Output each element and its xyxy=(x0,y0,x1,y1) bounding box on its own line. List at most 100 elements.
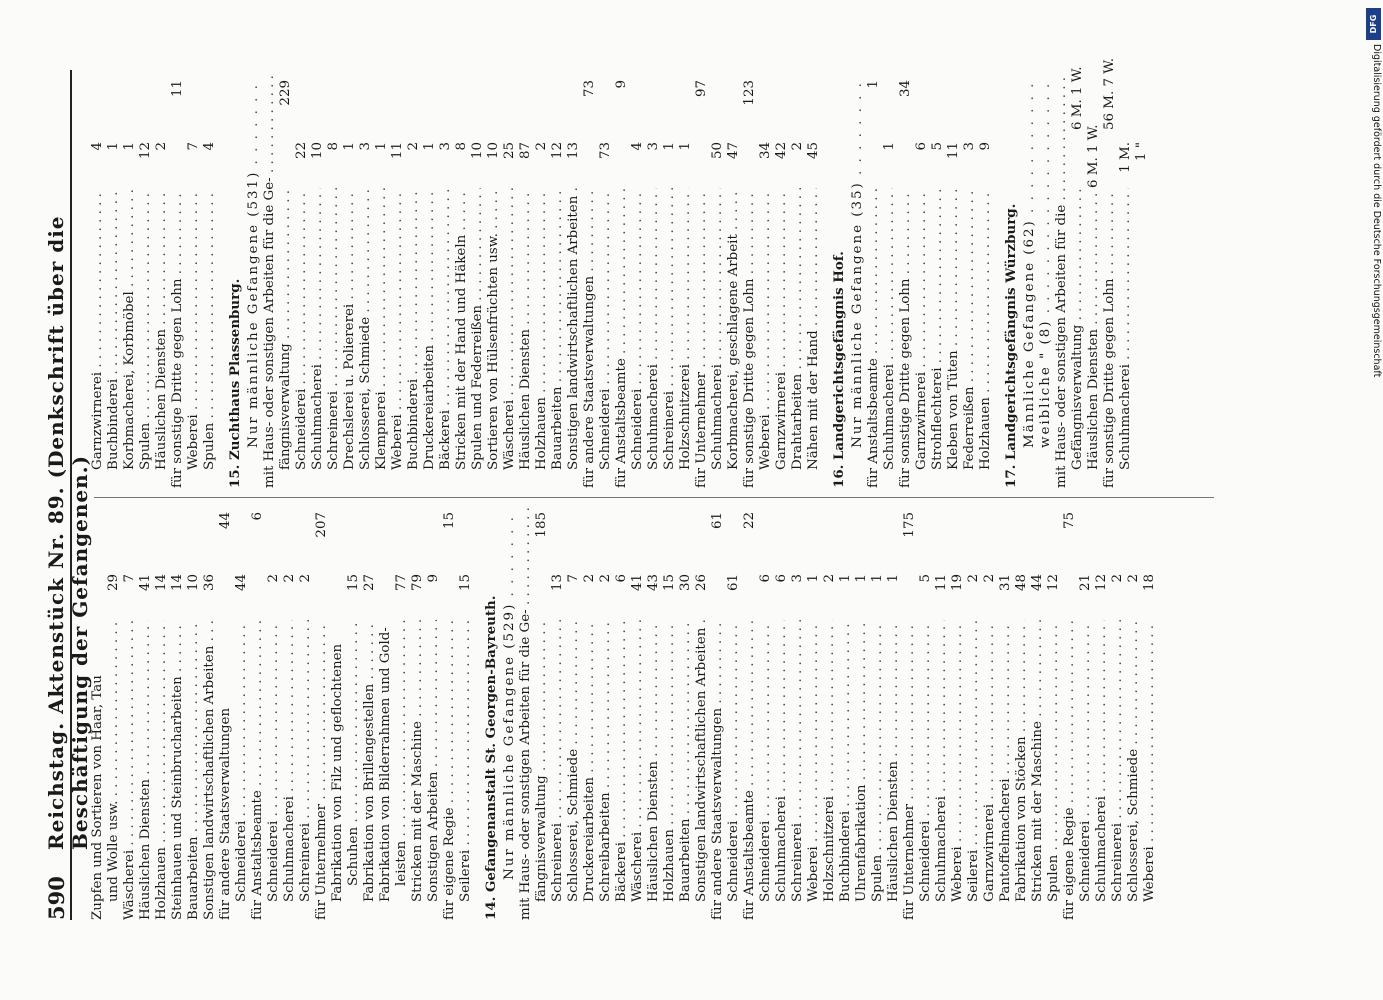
table-row: Holzhauen 15 xyxy=(662,508,678,920)
row-count: 12 xyxy=(138,142,153,160)
table-row: Schneiderei 6 xyxy=(758,508,774,920)
table-row: Sonstigen landwirtschaftlichen Arbeiten 3… xyxy=(202,508,218,920)
row-count: 2 xyxy=(582,574,597,583)
row-label: leisten xyxy=(394,620,410,886)
row-count: 36 xyxy=(202,574,217,592)
row-label: Weberei xyxy=(758,188,774,470)
table-row: Fabrikation von Filz und geflochtenen xyxy=(330,508,346,920)
row-subtotal: 22 xyxy=(742,512,757,530)
row-subtotal: 207 xyxy=(314,512,329,538)
table-row: Schuhmacherei 12 xyxy=(1094,508,1110,920)
row-count: 12 xyxy=(550,142,565,160)
table-row: Spulen 4 xyxy=(202,76,218,488)
row-label: Weberei xyxy=(806,620,822,902)
row-label: weibliche " (8) xyxy=(1038,76,1054,449)
row-label: Schreinerei xyxy=(662,188,678,470)
row-count: 2 xyxy=(966,574,981,583)
row-count: 1 xyxy=(342,142,357,151)
table-row: Garnzwirnerei 42 xyxy=(774,76,790,488)
row-label: Klempnerei xyxy=(374,188,390,470)
row-label: Schuhmacherei xyxy=(774,620,790,902)
page-number: 590 xyxy=(44,876,69,920)
table-row: Garnzwirnerei 4 xyxy=(90,76,106,488)
row-label: Weberei xyxy=(186,188,202,470)
table-row: Seilerei 15 xyxy=(458,508,474,920)
row-label: Buchbinderei xyxy=(838,620,854,902)
row-count: 7 xyxy=(122,574,137,583)
row-subtotal: 75 xyxy=(1062,512,1077,530)
row-count: 47 xyxy=(726,142,741,160)
table-row: Gefängnisverwaltung 6 M. 1 W. xyxy=(1070,67,1086,488)
row-count: 79 xyxy=(410,574,425,592)
row-label: Schuhen xyxy=(346,620,362,886)
table-row: Schreinerei 2 xyxy=(1110,508,1126,920)
table-row: Nur männliche Gefangene (529) xyxy=(502,508,518,920)
row-label: Schuhmacherei xyxy=(934,620,950,902)
row-label: Schneiderei xyxy=(758,620,774,902)
table-row: Weberei 34 xyxy=(758,76,774,488)
table-row: Häuslichen Diensten6 M. 1 W. xyxy=(1086,76,1102,488)
table-row: Sonstigen Arbeiten 9 xyxy=(426,508,442,920)
row-count: 6 M. 1 W. xyxy=(1086,124,1101,188)
row-count: 21 xyxy=(1078,574,1093,592)
row-count: 19 xyxy=(950,574,965,592)
table-row: Spulen und Federreißen 10 xyxy=(470,76,486,488)
row-count: 42 xyxy=(774,142,789,160)
row-count: 6 xyxy=(914,142,929,151)
table-row: für sonstige Dritte gegen Lohn 11 xyxy=(170,76,186,488)
table-row: Schneiderei 5 xyxy=(918,508,934,920)
row-count: 31 xyxy=(998,574,1013,592)
table-row: Nur männliche Gefangene (531) xyxy=(246,76,262,488)
section-heading: 15. Zuchthaus Plassenburg. xyxy=(224,76,246,488)
row-count: 5 xyxy=(930,142,945,151)
row-count: 2 xyxy=(266,574,281,583)
row-count: 1 M. xyxy=(1118,142,1133,173)
row-label: Häuslichen Diensten xyxy=(518,188,534,470)
row-count: 1 xyxy=(422,142,437,151)
row-count: 3 xyxy=(962,142,977,151)
table-row: Schneiderei 22 xyxy=(294,76,310,488)
table-row: Bauarbeiten 12 xyxy=(550,76,566,488)
row-count: 14 xyxy=(154,574,169,592)
row-label: Holzhauen xyxy=(662,620,678,902)
table-row: Holzhauen 9 xyxy=(978,76,994,488)
table-row: für sonstige Dritte gegen Lohn 56 M. 7 W. xyxy=(1102,58,1118,488)
row-count: 4 xyxy=(630,142,645,151)
row-count: 45 xyxy=(806,142,821,160)
table-row: Schreinerei 3 xyxy=(790,508,806,920)
row-label: Spulen xyxy=(202,188,218,470)
section-heading: 14. Gefangenanstalt St. Georgen-Bayreuth… xyxy=(480,508,502,920)
row-label: Garnzwirnerei xyxy=(774,188,790,470)
table-row: fängnisverwaltung 185 xyxy=(534,508,550,920)
row-label: fängnisverwaltung xyxy=(534,620,550,902)
row-subtotal: 56 M. 7 W. xyxy=(1102,58,1117,130)
row-label: für andere Staatsverwaltungen xyxy=(710,620,726,920)
row-label: Häuslichen Diensten xyxy=(138,620,154,920)
row-label: für Unternehmer xyxy=(902,620,918,920)
table-row: Strohflechterei 5 xyxy=(930,76,946,488)
row-subtotal: 61 xyxy=(710,512,725,530)
table-row: Seilerei 2 xyxy=(966,508,982,920)
row-count: 2 xyxy=(282,574,297,583)
table-row: für andere Staatsverwaltungen 44 xyxy=(218,508,234,920)
row-label: Schneiderei xyxy=(266,620,282,902)
table-row: Sonstigen landwirtschaftlichen Arbeiten 2… xyxy=(694,508,710,920)
row-label: Schlosserei, Schmiede xyxy=(358,188,374,470)
row-label: Stricken mit der Hand und Häkeln xyxy=(454,188,470,470)
row-count: 1 xyxy=(678,142,693,151)
row-count: 30 xyxy=(678,574,693,592)
row-label: Holzhauen xyxy=(534,188,550,470)
row-label: Nur männliche Gefangene (35) xyxy=(850,76,866,448)
row-count: 8 xyxy=(326,142,341,151)
table-row: für sonstige Dritte gegen Lohn 34 xyxy=(898,76,914,488)
row-count: 2 xyxy=(406,142,421,151)
row-label: für Anstaltsbeamte xyxy=(742,620,758,920)
table-row: Bäckerei 3 xyxy=(438,76,454,488)
row-label: für andere Staatsverwaltungen xyxy=(582,188,598,488)
row-label: mit Haus- oder sonstigen Arbeiten für di… xyxy=(1054,76,1070,488)
table-row: Schreinerei 8 xyxy=(326,76,342,488)
row-count: 10 xyxy=(486,142,501,160)
row-count: 4 xyxy=(90,142,105,151)
row-count: 34 xyxy=(758,142,773,160)
row-count: 1 xyxy=(806,574,821,583)
